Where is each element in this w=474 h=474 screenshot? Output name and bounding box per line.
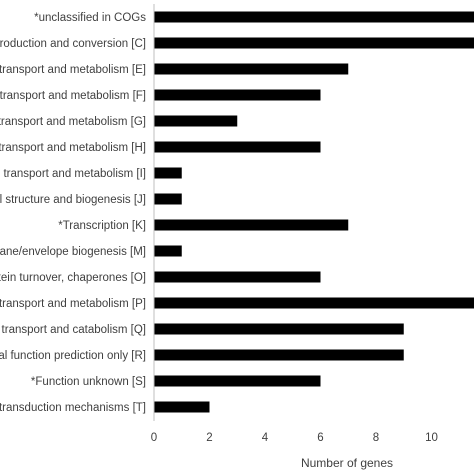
category-label: Posttranslational modification, protein … (0, 272, 146, 284)
category-label: Translation, ribosomal structure and bio… (0, 194, 146, 206)
x-axis-title: Number of genes (301, 456, 393, 470)
x-tick-label: 10 (425, 432, 438, 444)
category-label: Lipid transport and metabolism [I] (0, 168, 146, 180)
x-tick-label: 6 (317, 432, 323, 444)
x-tick-label: 0 (151, 432, 157, 444)
category-label: Coenzyme transport and metabolism [H] (0, 142, 146, 154)
bar (154, 89, 321, 101)
bar (154, 63, 349, 75)
x-tick-label: 8 (373, 432, 379, 444)
category-label: *unclassified in COGs (34, 12, 146, 24)
x-tick-label: 4 (262, 432, 269, 444)
x-tick-labels: 0 2 4 6 8 10 (151, 432, 438, 444)
bar (154, 271, 321, 283)
category-labels: *unclassified in COGs Energy production a… (0, 12, 146, 414)
category-label: Nucleotide transport and metabolism [F] (0, 90, 146, 102)
category-label: Amino acid transport and metabolism [E] (0, 64, 146, 76)
bar (154, 297, 474, 309)
bar (154, 141, 321, 153)
bar (154, 11, 474, 23)
bar (154, 193, 182, 205)
bar (154, 375, 321, 387)
bar (154, 37, 474, 49)
category-label: Inorganic ion transport and metabolism [… (0, 298, 146, 310)
x-tick-label: 2 (206, 432, 212, 444)
category-label: General function prediction only [R] (0, 350, 146, 362)
bar (154, 167, 182, 179)
category-label: Secondary metabolites biosynthesis, tran… (0, 324, 146, 336)
bar (154, 219, 349, 231)
bar (154, 323, 404, 335)
bar (154, 349, 404, 361)
category-label: Signal transduction mechanisms [T] (0, 402, 146, 414)
category-label: *Function unknown [S] (31, 376, 146, 388)
category-label: Carbohydrate transport and metabolism [G… (0, 116, 146, 128)
bar (154, 401, 210, 413)
category-label: Energy production and conversion [C] (0, 38, 146, 50)
category-label: Cell wall/membrane/envelope biogenesis [… (0, 246, 146, 258)
bar (154, 245, 182, 257)
category-label: *Transcription [K] (58, 220, 146, 232)
bars (154, 11, 474, 413)
bar (154, 115, 238, 127)
